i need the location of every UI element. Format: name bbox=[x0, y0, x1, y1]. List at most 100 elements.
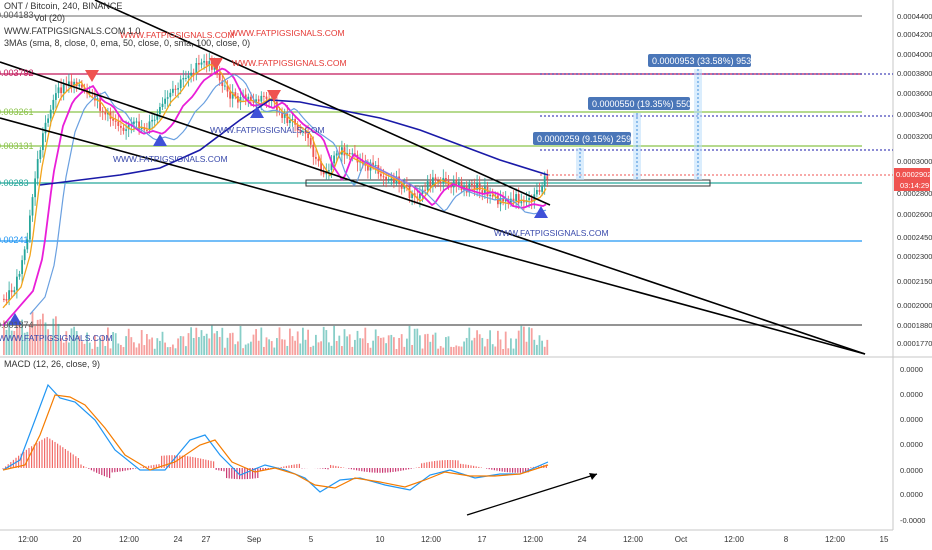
sell-signal-icon bbox=[85, 70, 99, 82]
indicator-legend-1[interactable]: WWW.FATPIGSIGNALS.COM 1.0 bbox=[4, 26, 141, 36]
macd-tick-label: 0.0000 bbox=[900, 415, 923, 424]
arrow-head-icon bbox=[589, 473, 597, 480]
horizontal-levels bbox=[0, 15, 893, 326]
volume-bar bbox=[434, 332, 437, 355]
candle-body bbox=[546, 176, 549, 180]
candle-body bbox=[473, 184, 476, 190]
candle-body bbox=[104, 111, 107, 115]
volume-bar bbox=[114, 333, 117, 355]
target-label: 0.0000259 (9.15%) 259 bbox=[537, 134, 631, 144]
price-tick-label: 0.0003800 bbox=[897, 69, 932, 78]
volume-bar bbox=[36, 319, 39, 355]
volume-bar bbox=[99, 338, 101, 355]
volume-bar bbox=[346, 336, 348, 355]
volume-bar bbox=[146, 334, 148, 355]
price-tick-label: 0.0002600 bbox=[897, 210, 932, 219]
price-tick-label: 0.0004000 bbox=[897, 50, 932, 59]
macd-tick-label: 0.0000 bbox=[900, 390, 923, 399]
candle-body bbox=[8, 290, 10, 301]
volume-bar bbox=[372, 340, 374, 355]
volume-bar bbox=[164, 342, 166, 355]
target-label: 0.0000953 (33.58%) 953 bbox=[652, 56, 751, 66]
volume-bar bbox=[320, 341, 322, 355]
candle-body bbox=[250, 96, 252, 100]
price-tick-label: 0.0004400 bbox=[897, 12, 932, 21]
volume-bar bbox=[81, 341, 83, 355]
buy-signal-icon bbox=[534, 206, 548, 218]
volume-bar bbox=[143, 345, 146, 355]
lower-trendline bbox=[0, 61, 866, 355]
volume-bar bbox=[237, 341, 239, 355]
candle-body bbox=[351, 153, 354, 155]
volume-bar bbox=[224, 347, 226, 355]
candle-body bbox=[213, 65, 216, 70]
volume-bar bbox=[351, 346, 354, 355]
symbol-title[interactable]: ONT / Bitcoin, 240, BINANCE bbox=[4, 1, 123, 11]
candle-body bbox=[536, 190, 538, 195]
volume-bar bbox=[55, 316, 57, 355]
volume-bar bbox=[247, 343, 250, 355]
candle-body bbox=[78, 84, 81, 87]
volume-bar bbox=[286, 345, 289, 355]
candle-body bbox=[117, 121, 120, 126]
level-label: 0.00283 bbox=[0, 178, 29, 188]
volume-bar bbox=[109, 348, 112, 355]
volume-bar bbox=[309, 346, 312, 355]
candle-body bbox=[10, 290, 13, 293]
candle-body bbox=[182, 78, 185, 80]
volume-bar bbox=[364, 327, 367, 355]
indicator-legend-2[interactable]: 3MAs (sma, 8, close, 0, ema, 50, close, … bbox=[4, 38, 251, 48]
volume-bar bbox=[463, 341, 465, 355]
countdown-tag bbox=[894, 179, 930, 191]
candle-body bbox=[148, 121, 151, 131]
candle-body bbox=[229, 91, 231, 99]
target-label: 0.0000550 (19.35%) 550 bbox=[592, 99, 691, 109]
ema-50-line bbox=[39, 99, 549, 186]
candle-body bbox=[315, 156, 317, 159]
volume-bar bbox=[380, 337, 382, 355]
candle-body bbox=[299, 130, 302, 132]
volume-bar bbox=[382, 337, 385, 355]
candle-body bbox=[374, 165, 377, 167]
volume-bar bbox=[177, 338, 179, 355]
volume-bar bbox=[91, 348, 94, 355]
candle-body bbox=[286, 113, 289, 124]
volume-bar bbox=[263, 346, 265, 355]
candle-body bbox=[348, 152, 351, 155]
volume-legend[interactable]: Vol (20) bbox=[34, 13, 66, 23]
volume-bar bbox=[68, 342, 70, 355]
candle-body bbox=[445, 177, 447, 182]
volume-bar bbox=[504, 331, 507, 355]
volume-bar bbox=[541, 340, 543, 355]
candle-body bbox=[185, 77, 187, 79]
volume-bar bbox=[507, 348, 510, 355]
buy-signal-icon bbox=[8, 313, 22, 325]
candle-body bbox=[127, 124, 130, 130]
countdown-label: 03:14:29 bbox=[900, 181, 929, 190]
candle-body bbox=[190, 72, 192, 76]
volume-bar bbox=[120, 344, 122, 355]
candle-body bbox=[133, 121, 135, 125]
volume-bar bbox=[517, 330, 520, 355]
level-label: 0.003261 bbox=[0, 107, 34, 117]
candle-body bbox=[31, 197, 34, 216]
volume-bar bbox=[260, 327, 263, 355]
candle-body bbox=[198, 63, 200, 65]
volume-bar bbox=[354, 339, 356, 355]
volume-bar bbox=[3, 320, 5, 355]
volume-bar bbox=[13, 330, 16, 355]
price-tick-label: 0.0002450 bbox=[897, 233, 932, 242]
candle-body bbox=[393, 178, 395, 183]
volume-bar bbox=[231, 332, 234, 355]
price-tick-label: 0.0003400 bbox=[897, 110, 932, 119]
current-price-tag bbox=[894, 168, 930, 180]
target-label-box bbox=[648, 54, 751, 67]
volume-bar bbox=[86, 332, 88, 355]
level-label: 0.003131 bbox=[0, 141, 34, 151]
macd-legend[interactable]: MACD (12, 26, close, 9) bbox=[4, 359, 101, 369]
candle-body bbox=[380, 173, 382, 177]
candle-body bbox=[343, 147, 346, 156]
candle-body bbox=[398, 176, 400, 185]
